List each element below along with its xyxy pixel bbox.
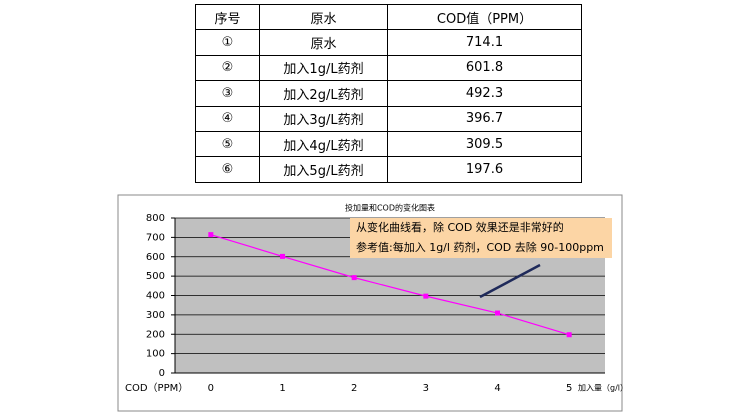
x-tick-label: 1 <box>279 383 285 394</box>
table-cell: 加入3g/L药剂 <box>259 105 388 132</box>
y-tick-label: 300 <box>146 310 165 321</box>
annotation: 从变化曲线看，除 COD 效果还是非常好的 <box>356 220 564 234</box>
table-cell: 原水 <box>259 29 388 56</box>
table-cell: ① <box>195 29 260 56</box>
x-tick-label: 2 <box>351 383 357 394</box>
point <box>423 293 429 299</box>
table-cell: 序号 <box>195 3 260 31</box>
table-cell: ② <box>195 54 260 82</box>
y-tick-label: 500 <box>146 271 165 282</box>
table-cell: 197.6 <box>387 156 582 183</box>
x-axis-label: 加入量（g/l） <box>578 383 628 393</box>
y-tick-label: 400 <box>146 291 165 302</box>
annotation: 参考值:每加入 1g/l 药剂，COD 去除 90-100ppm <box>356 240 604 254</box>
table-row: ② 加入1g/L药剂 601.8 <box>195 54 582 82</box>
table-row: ① 原水 714.1 <box>195 29 582 56</box>
y-tick-label: 600 <box>146 252 165 263</box>
x-tick-label: 3 <box>423 383 429 394</box>
chart-title: 投加量和COD的变化图表 <box>345 203 435 213</box>
table-cell: 加入1g/L药剂 <box>259 54 388 82</box>
x-tick-label: 4 <box>494 383 500 394</box>
point <box>351 275 357 281</box>
data-table: 序号 原水 COD值（PPM） ① 原水 714.1 ② 加入1g/L药剂 601.8 ③ 加入2g… <box>195 3 582 183</box>
table-cell: ④ <box>195 105 260 132</box>
series-line <box>210 234 570 336</box>
y-tick-label: 800 <box>146 213 165 224</box>
y-tick-label: 200 <box>146 329 165 340</box>
point <box>208 232 214 238</box>
x-tick-label: 0 <box>208 383 214 394</box>
table-cell: 492.3 <box>387 80 582 107</box>
table-cell: 加入4g/L药剂 <box>259 130 388 158</box>
y-axis-label: COD（PPM） <box>125 382 188 394</box>
table-cell: 601.8 <box>387 54 582 82</box>
table-cell: ⑤ <box>195 130 260 158</box>
x-tick-label: 5 <box>566 383 572 394</box>
point <box>280 253 285 259</box>
arrow <box>479 263 541 299</box>
table-cell: 396.7 <box>387 105 582 132</box>
table-row: ⑥ 加入5g/L药剂 197.6 <box>195 156 582 183</box>
table-cell: 原水 <box>259 3 388 31</box>
point <box>495 310 500 316</box>
point <box>566 332 572 338</box>
table-row: ③ 加入2g/L药剂 492.3 <box>195 80 582 107</box>
y-tick-label: 0 <box>159 368 165 379</box>
table-row: ⑤ 加入4g/L药剂 309.5 <box>195 130 582 158</box>
y-tick-label: 100 <box>146 349 165 360</box>
y-tick-label: 700 <box>146 232 165 243</box>
table-row: ④ 加入3g/L药剂 396.7 <box>195 105 582 132</box>
table-row: 序号 原水 COD值（PPM） <box>195 3 582 31</box>
table-cell: 加入2g/L药剂 <box>259 80 388 107</box>
table-cell: 加入5g/L药剂 <box>259 156 388 183</box>
table-cell: ⑥ <box>195 156 260 183</box>
annotation-box <box>350 218 612 258</box>
